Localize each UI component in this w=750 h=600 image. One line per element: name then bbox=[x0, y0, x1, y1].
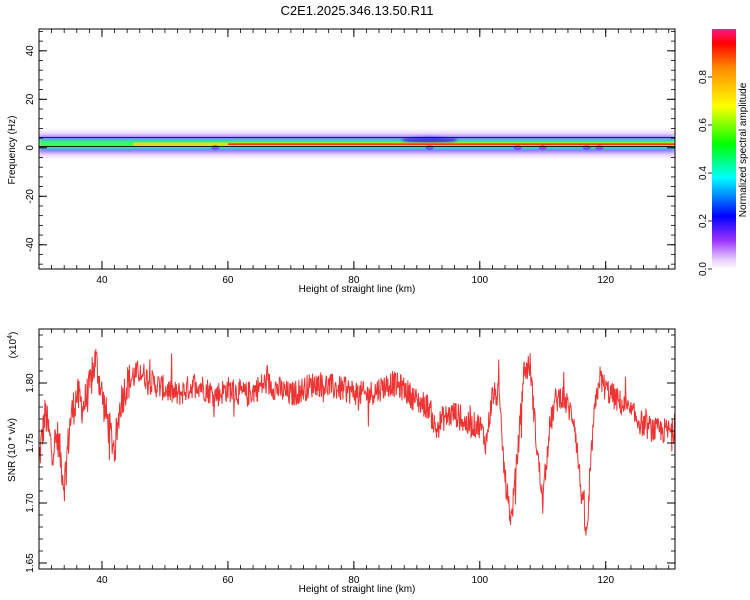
y-tick-label: 20 bbox=[25, 93, 36, 105]
y-tick-label: 1.70 bbox=[25, 493, 36, 513]
spectrogram-notch bbox=[538, 145, 547, 151]
y-tick-label: 1.75 bbox=[25, 433, 36, 453]
spectrogram-bulge bbox=[401, 136, 458, 145]
y-tick-label: 1.65 bbox=[25, 553, 36, 573]
spectrogram-core-red bbox=[227, 143, 675, 145]
snr-x-label: Height of straight line (km) bbox=[299, 584, 416, 595]
colorbar-label: Normalized spectral amplitude bbox=[738, 82, 749, 217]
spectrogram-notch bbox=[513, 145, 522, 151]
y-tick-label: -20 bbox=[25, 189, 36, 204]
snr-y-label: SNR (10 * v/v) bbox=[7, 418, 18, 482]
x-tick-label: 120 bbox=[597, 575, 614, 586]
y-tick-label: 0 bbox=[25, 145, 36, 151]
colorbar-tick-label: 0.4 bbox=[698, 166, 709, 180]
spectrogram-panel: 40 60 80 100 120 40 20 0 -20 -40 Height of straig… bbox=[7, 28, 676, 295]
spectrogram-notch bbox=[595, 145, 604, 151]
spectrogram-notch bbox=[211, 145, 220, 151]
snr-ticks: 40 60 80 100 120 1.65 1.70 1.75 1.80 bbox=[25, 329, 675, 586]
y-tick-label: 40 bbox=[25, 45, 36, 57]
colorbar-tick-label: 0.0 bbox=[698, 262, 709, 276]
x-tick-label: 60 bbox=[222, 575, 234, 586]
snr-y-scale-close: ) bbox=[8, 332, 19, 335]
colorbar: 0.0 0.2 0.4 0.6 0.8 Normalized spectral ampl… bbox=[698, 29, 749, 276]
spectrogram-notch bbox=[425, 145, 434, 151]
x-tick-label: 80 bbox=[348, 275, 360, 286]
colorbar-tick-label: 0.8 bbox=[698, 70, 709, 84]
spectrogram-frame bbox=[38, 28, 676, 270]
x-tick-label: 60 bbox=[222, 275, 234, 286]
snr-series-line bbox=[39, 349, 675, 536]
spectrogram-band bbox=[39, 130, 675, 158]
snr-panel: 40 60 80 100 120 1.65 1.70 1.75 1.80 Height of s… bbox=[7, 328, 676, 595]
x-tick-label: 120 bbox=[597, 275, 614, 286]
colorbar-ticks: 0.0 0.2 0.4 0.6 0.8 bbox=[698, 70, 712, 276]
x-tick-label: 100 bbox=[471, 575, 488, 586]
colorbar-gradient bbox=[712, 29, 736, 269]
snr-y-scale-base: (x10 bbox=[8, 338, 19, 358]
x-tick-label: 100 bbox=[471, 275, 488, 286]
x-tick-label: 40 bbox=[96, 275, 108, 286]
figure-title: C2E1.2025.346.13.50.R11 bbox=[281, 3, 434, 18]
colorbar-tick-label: 0.2 bbox=[698, 214, 709, 228]
x-tick-label: 80 bbox=[348, 575, 360, 586]
x-tick-label: 40 bbox=[96, 575, 108, 586]
spectrogram-y-label: Frequency (Hz) bbox=[7, 116, 18, 185]
snr-y-scale: (x104) bbox=[7, 332, 19, 359]
y-tick-label: 1.80 bbox=[25, 373, 36, 393]
y-tick-label: -40 bbox=[25, 237, 36, 252]
snr-frame bbox=[38, 328, 676, 570]
snr-y-scale-exp: 4 bbox=[7, 335, 14, 339]
spectrogram-ticks: 40 60 80 100 120 40 20 0 -20 -40 bbox=[25, 29, 675, 286]
colorbar-tick-label: 0.6 bbox=[698, 118, 709, 132]
spectrogram-notch bbox=[582, 145, 591, 151]
spectrogram-x-label: Height of straight line (km) bbox=[299, 284, 416, 295]
